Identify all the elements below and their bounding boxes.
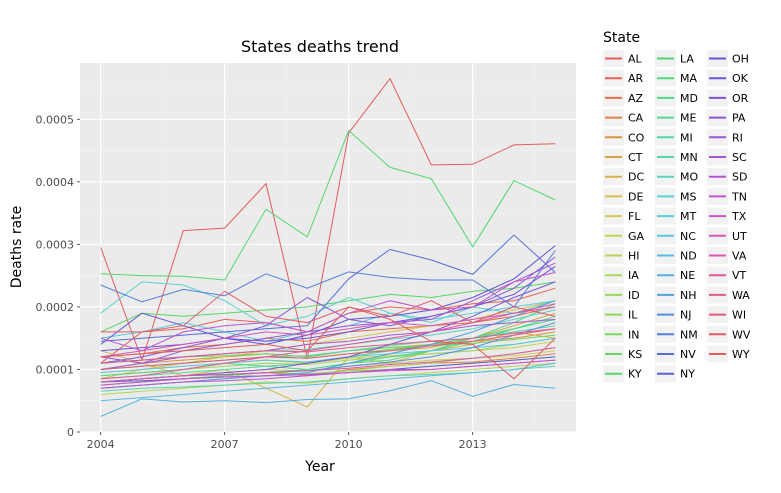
series-line-al (100, 77, 556, 362)
x-tick-label: 2004 (87, 438, 115, 451)
legend-label-de: DE (628, 190, 643, 203)
legend-label-id: ID (628, 289, 640, 302)
series-line-tx (100, 359, 556, 386)
legend-label-vt: VT (732, 269, 747, 282)
series-line-nd (100, 362, 556, 402)
legend-label-ct: CT (628, 151, 643, 164)
legend-label-al: AL (628, 53, 643, 66)
legend-label-ma: MA (680, 72, 697, 85)
x-tick-label: 2007 (211, 438, 239, 451)
legend-label-nv: NV (680, 348, 696, 361)
legend-label-me: ME (680, 112, 696, 125)
legend-label-co: CO (628, 131, 645, 144)
legend-title: State (603, 30, 640, 46)
series-line-nm (100, 250, 556, 308)
series-line-wa (100, 328, 556, 364)
legend-label-mt: MT (680, 210, 696, 223)
series-line-la (100, 129, 556, 281)
legend-label-or: OR (732, 92, 749, 105)
legend-label-nc: NC (680, 230, 696, 243)
series-line-nc (100, 337, 556, 374)
legend-label-hi: HI (628, 250, 640, 263)
legend-label-sd: SD (732, 171, 747, 184)
legend-label-ga: GA (628, 230, 645, 243)
legend-label-ky: KY (628, 368, 642, 381)
legend: AL AR AZ CA CO CT DC DE FL GA HI IA ID IL IN KS KY LA MA MD… (603, 50, 751, 383)
series-line-pa (100, 256, 556, 364)
series-line-va (100, 347, 556, 383)
axes: 2004 2007 2010 2013 0 0.0001 0.0002 0.0003 0.000… (36, 113, 487, 451)
y-tick-label: 0.0004 (36, 176, 75, 189)
x-axis-title: Year (304, 459, 335, 475)
series-line-ms (100, 281, 556, 327)
legend-label-pa: PA (732, 112, 746, 125)
legend-label-dc: DC (628, 171, 644, 184)
legend-label-ar: AR (628, 72, 644, 85)
series-line-oh (100, 245, 556, 345)
legend-label-ia: IA (628, 269, 639, 282)
legend-label-nh: NH (680, 289, 697, 302)
series-line-ok (100, 265, 556, 352)
legend-label-ms: MS (680, 190, 696, 203)
legend-label-nm: NM (680, 328, 698, 341)
legend-label-ri: RI (732, 131, 743, 144)
legend-label-nj: NJ (680, 309, 691, 322)
legend-label-wy: WY (732, 348, 750, 361)
series-line-wi (100, 328, 556, 370)
legend-label-la: LA (680, 53, 694, 66)
y-tick-label: 0.0003 (36, 238, 75, 251)
gridlines (80, 63, 576, 433)
series-line-tn (100, 272, 556, 352)
legend-label-ne: NE (680, 269, 695, 282)
series-line-nv (100, 234, 556, 342)
series-line-ne (100, 380, 556, 417)
legend-label-il: IL (628, 309, 638, 322)
legend-label-va: VA (732, 250, 747, 263)
legend-label-ut: UT (732, 230, 747, 243)
series-lines (100, 77, 556, 417)
series-line-md (100, 303, 556, 377)
legend-label-tn: TN (731, 190, 747, 203)
legend-label-wa: WA (732, 289, 750, 302)
x-tick-label: 2013 (459, 438, 487, 451)
legend-label-ny: NY (680, 368, 695, 381)
y-axis-title: Deaths rate (9, 206, 25, 289)
legend-label-ks: KS (628, 348, 642, 361)
y-tick-label: 0 (67, 426, 74, 439)
legend-label-oh: OH (732, 53, 749, 66)
series-line-az (100, 306, 556, 358)
legend-label-in: IN (628, 328, 639, 341)
legend-label-ok: OK (732, 72, 749, 85)
legend-label-mi: MI (680, 131, 693, 144)
legend-label-tx: TX (731, 210, 747, 223)
series-line-ky (100, 281, 556, 333)
series-line-wy (100, 306, 556, 380)
series-line-sc (100, 318, 556, 370)
legend-label-mn: MN (680, 151, 698, 164)
series-line-de (100, 300, 556, 380)
legend-label-wv: WV (732, 328, 751, 341)
legend-label-md: MD (680, 92, 698, 105)
series-line-hi (100, 362, 556, 395)
x-tick-label: 2010 (335, 438, 363, 451)
legend-label-fl: FL (628, 210, 641, 223)
legend-label-sc: SC (732, 151, 747, 164)
legend-label-mo: MO (680, 171, 698, 184)
series-line-wv (100, 290, 556, 333)
legend-label-wi: WI (732, 309, 746, 322)
y-tick-label: 0.0001 (36, 363, 75, 376)
legend-label-az: AZ (628, 92, 644, 105)
legend-label-ca: CA (628, 112, 644, 125)
series-line-vt (100, 303, 556, 380)
legend-label-nd: ND (680, 250, 697, 263)
y-tick-label: 0.0002 (36, 301, 75, 314)
series-line-ut (100, 306, 556, 358)
y-tick-label: 0.0005 (36, 113, 75, 126)
chart-title: States deaths trend (241, 37, 399, 56)
